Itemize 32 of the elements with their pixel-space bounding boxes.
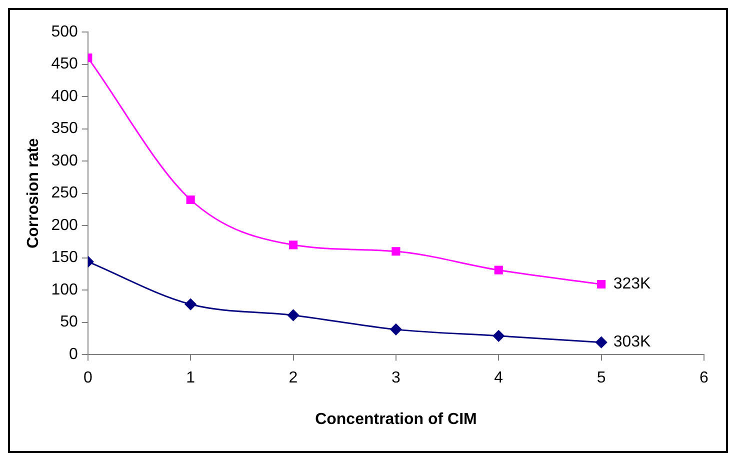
series-label: 323K <box>613 276 652 293</box>
point <box>390 324 402 336</box>
y-tick-label: 400 <box>51 88 78 105</box>
y-tick-label: 100 <box>51 281 78 298</box>
x-tick-label: 5 <box>596 370 606 387</box>
point <box>288 309 300 321</box>
y-tick-label: 150 <box>51 249 78 266</box>
y-tick-label: 50 <box>60 314 78 331</box>
x-tick-label: 2 <box>288 370 298 387</box>
y-tick-label: 0 <box>68 346 78 364</box>
x-tick-label: 6 <box>700 370 709 387</box>
y-tick-label: 300 <box>51 152 78 170</box>
point <box>392 247 400 256</box>
point <box>494 266 503 274</box>
x-tick-label: 3 <box>391 370 400 387</box>
x-axis-title: Concentration of CIM <box>315 410 477 428</box>
x-tick-label: 1 <box>186 370 196 387</box>
point <box>184 298 196 310</box>
y-tick-label: 350 <box>51 120 78 138</box>
point <box>597 280 606 289</box>
y-tick-label: 200 <box>51 216 78 234</box>
y-axis-title: Corrosion rate <box>25 138 42 248</box>
point <box>186 195 195 204</box>
x-tick-label: 0 <box>83 370 92 387</box>
point <box>492 330 504 342</box>
point <box>596 336 608 348</box>
point <box>288 240 298 250</box>
y-tick-label: 450 <box>51 56 78 73</box>
y-tick-label: 500 <box>51 23 78 40</box>
series-label: 303K <box>613 334 652 351</box>
x-tick-label: 4 <box>494 370 504 387</box>
y-tick-label: 250 <box>51 184 78 202</box>
